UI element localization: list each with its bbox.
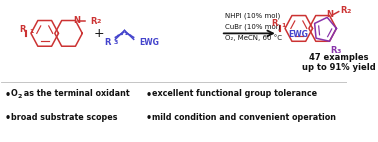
- Text: R: R: [91, 17, 97, 26]
- Text: R: R: [341, 6, 347, 15]
- Text: NHPI (10% mol): NHPI (10% mol): [225, 12, 281, 19]
- Text: O₂, MeCN, 60 °C: O₂, MeCN, 60 °C: [225, 34, 282, 41]
- Text: +: +: [93, 27, 104, 40]
- Text: EWG: EWG: [288, 30, 308, 39]
- Text: 3: 3: [336, 49, 341, 54]
- Text: 2: 2: [96, 19, 101, 24]
- Text: •: •: [5, 90, 11, 100]
- Text: EWG: EWG: [139, 38, 159, 47]
- Text: 2: 2: [17, 94, 22, 99]
- Text: mild condition and convenient operation: mild condition and convenient operation: [152, 113, 336, 122]
- Text: 2: 2: [346, 9, 350, 14]
- Text: R: R: [19, 25, 25, 34]
- Text: O: O: [11, 89, 17, 98]
- Text: excellent functional group tolerance: excellent functional group tolerance: [152, 89, 317, 98]
- Text: N: N: [73, 16, 80, 25]
- Text: N: N: [326, 10, 333, 19]
- Text: 1: 1: [29, 29, 34, 34]
- Text: •: •: [5, 113, 11, 123]
- Text: 3: 3: [113, 40, 118, 45]
- Text: R: R: [104, 38, 111, 47]
- Text: up to 91% yield: up to 91% yield: [302, 63, 376, 72]
- Text: R: R: [271, 19, 278, 28]
- Text: •: •: [146, 90, 152, 100]
- Text: •: •: [146, 113, 152, 123]
- Text: CuBr (10% mol): CuBr (10% mol): [225, 23, 281, 30]
- Text: broad substrate scopes: broad substrate scopes: [11, 113, 117, 122]
- Text: 47 examples: 47 examples: [310, 53, 369, 62]
- Text: 1: 1: [281, 23, 286, 28]
- Text: R: R: [331, 46, 337, 55]
- Text: as the terminal oxidant: as the terminal oxidant: [21, 89, 130, 98]
